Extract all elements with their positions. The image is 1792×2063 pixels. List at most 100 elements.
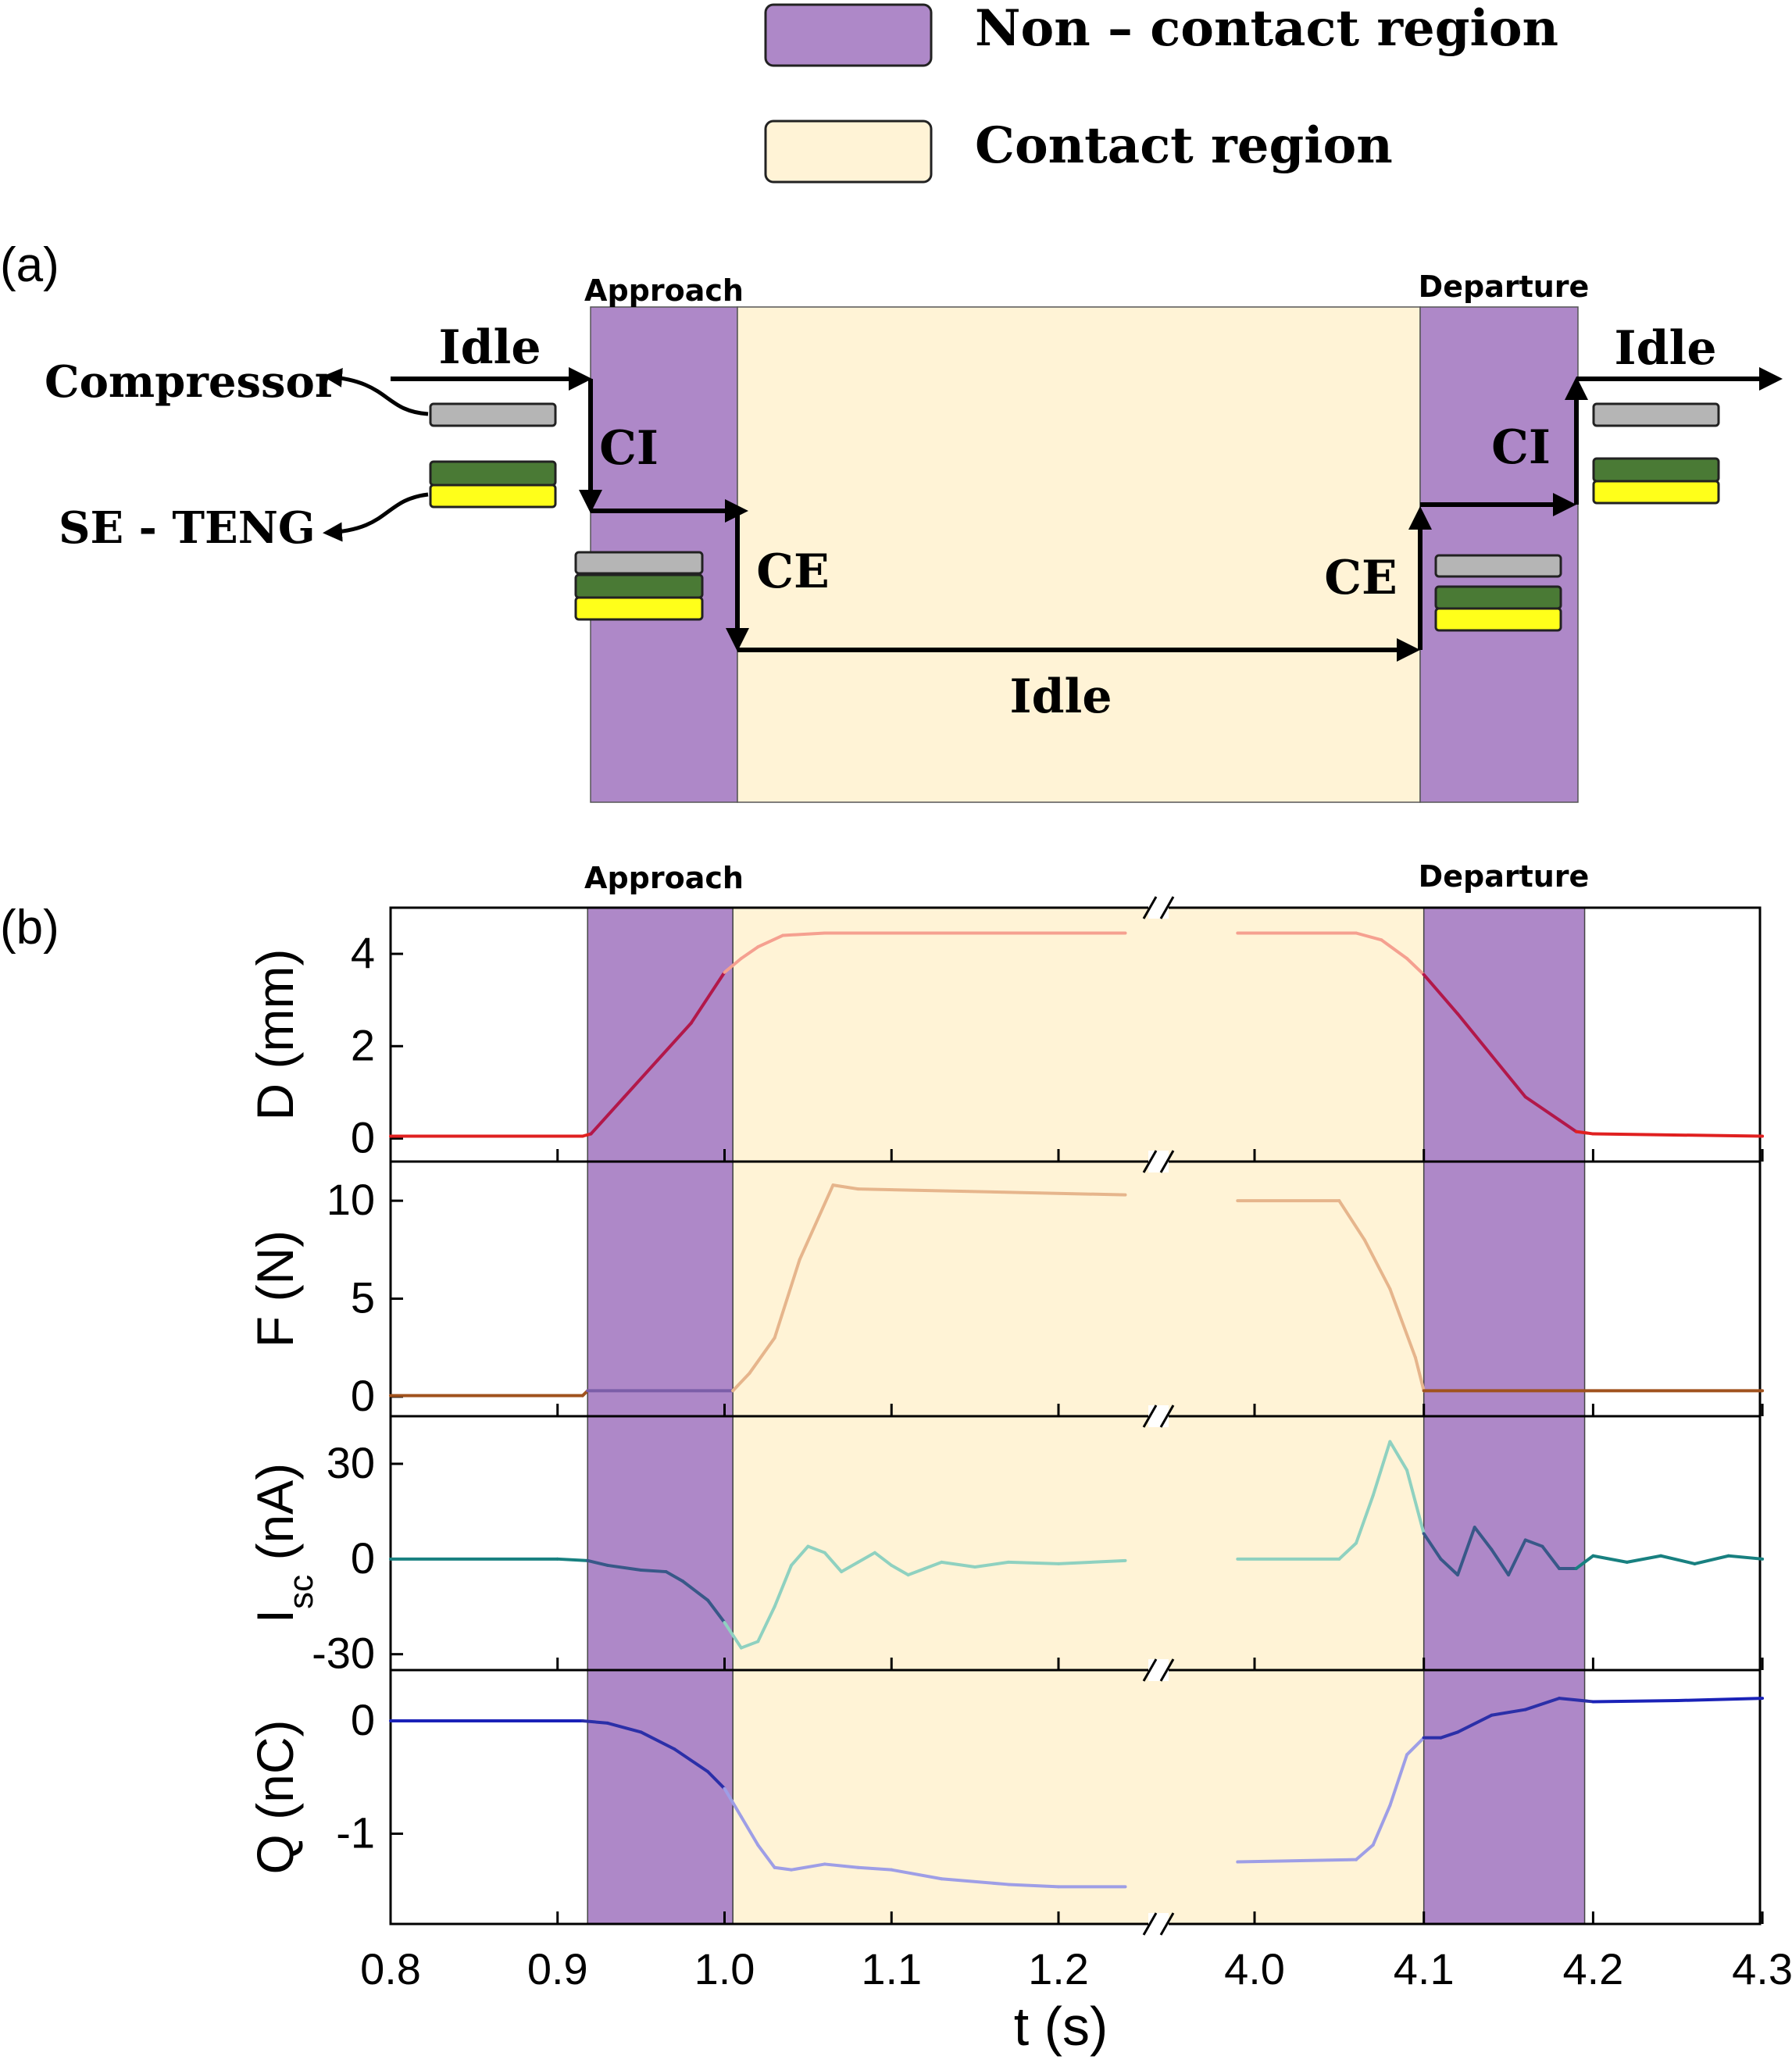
series-segment-q: [773, 1865, 793, 1872]
x-tick-label: 4.3: [1732, 1944, 1792, 1993]
series-segment-q: [1456, 1713, 1494, 1734]
series-segment-isc: [1523, 1538, 1544, 1548]
series-segment-isc: [940, 1560, 977, 1569]
y-tick-label-q: 0: [351, 1695, 375, 1744]
teng-green-departure: [1434, 585, 1562, 610]
series-segment-isc: [856, 1551, 876, 1564]
series-segment-isc: [1540, 1544, 1562, 1570]
compressor-pointer: [323, 368, 429, 416]
series-segment-isc: [1726, 1554, 1765, 1561]
series-segment-isc: [1371, 1440, 1392, 1497]
teng-pointer: [323, 492, 429, 542]
series-segment-q: [1388, 1753, 1409, 1808]
series-segment-isc: [1659, 1554, 1697, 1565]
y-axis-label-q: Q (nC): [246, 1720, 304, 1875]
series-segment-f: [1362, 1238, 1392, 1290]
series-segment-f: [1413, 1355, 1426, 1393]
series-segment-d: [1355, 931, 1383, 942]
y-tick-label-isc: 0: [351, 1533, 375, 1583]
series-segment-q: [1355, 1843, 1375, 1861]
panel-a-tag: (a): [0, 238, 59, 292]
series-segment-q: [1523, 1697, 1562, 1711]
series-segment-q: [580, 1719, 609, 1725]
series-segment-isc: [1625, 1554, 1663, 1564]
series-segment-isc: [1337, 1541, 1358, 1561]
teng-yellow-approach: [574, 596, 704, 621]
axis-break-mark: [1142, 1658, 1158, 1682]
series-segment-q: [823, 1862, 860, 1869]
series-segment-q: [723, 1786, 743, 1819]
y-tick-label-f: 0: [351, 1371, 375, 1420]
departure-label-b: Departure: [1419, 859, 1590, 894]
series-segment-q: [1676, 1697, 1765, 1702]
axis-break-mark: [1142, 896, 1158, 919]
series-segment-isc: [790, 1544, 810, 1567]
label-idle-1: Idle: [439, 320, 541, 375]
axis-break-gap: [1148, 1659, 1169, 1681]
series-segment-q: [1405, 1736, 1426, 1757]
series-segment-q: [1006, 1883, 1060, 1889]
y-axis-label-d: D (mm): [246, 949, 304, 1121]
y-axis-label-f: F (N): [246, 1230, 304, 1347]
series-segment-isc: [739, 1640, 760, 1650]
compressor-plate-left: [429, 402, 557, 427]
label-ci-1: CI: [599, 421, 659, 476]
axis-break-mark: [1142, 1912, 1158, 1936]
series-segment-d: [1591, 1132, 1765, 1138]
axis-break-gap: [1148, 1151, 1169, 1172]
series-segment-f: [831, 1183, 860, 1191]
series-segment-d: [1422, 973, 1460, 1015]
series-segment-isc: [840, 1560, 860, 1574]
contact-region: [737, 306, 1421, 803]
series-segment-isc: [586, 1558, 609, 1567]
teng-green-left: [429, 460, 557, 487]
y-axis-label-isc: Isc (nA): [246, 1463, 320, 1623]
axis-break-mark: [1142, 1150, 1158, 1173]
label-idle-3: Idle: [1615, 321, 1717, 376]
series-segment-q: [706, 1770, 726, 1790]
series-segment-d: [1574, 1130, 1595, 1136]
series-segment-f: [1337, 1199, 1366, 1242]
series-segment-d: [1490, 1054, 1527, 1099]
legend-swatch-contact: [764, 120, 933, 184]
series-segment-d: [1456, 1012, 1494, 1058]
series-segment-isc: [1439, 1557, 1460, 1577]
x-tick-label: 0.9: [527, 1944, 588, 1993]
y-tick-label-isc: -30: [312, 1629, 375, 1678]
series-segment-isc: [1355, 1494, 1375, 1545]
legend-swatch-noncontact: [764, 3, 933, 67]
series-segment-isc: [1693, 1554, 1730, 1565]
series-segment-isc: [664, 1570, 685, 1583]
series-segment-isc: [906, 1567, 926, 1577]
series-segment-f: [1388, 1287, 1417, 1359]
series-segment-isc: [923, 1560, 944, 1570]
series-segment-f: [798, 1183, 835, 1262]
series-segment-q: [1558, 1697, 1595, 1704]
axis-break-mark: [1159, 1150, 1175, 1173]
series-segment-isc: [639, 1569, 668, 1574]
axis-break-mark: [1142, 1404, 1158, 1428]
series-segment-q: [756, 1843, 776, 1869]
axis-break-mark: [1159, 1912, 1175, 1936]
approach-label-b: Approach: [584, 861, 744, 895]
series-segment-q: [1439, 1730, 1460, 1740]
y-tick-label-d: 0: [351, 1112, 375, 1162]
label-ce-2: CE: [1324, 551, 1398, 605]
compressor-plate-departure: [1434, 554, 1562, 578]
legend-label-noncontact: Non – contact region: [975, 0, 1558, 58]
y-tick-label-f: 5: [351, 1273, 375, 1322]
y-tick-label-d: 2: [351, 1020, 375, 1069]
legend: Non – contact region Contact region: [764, 0, 1558, 184]
y-tick-label-d: 4: [351, 928, 375, 977]
series-segment-q: [1490, 1708, 1527, 1717]
series-segment-d: [656, 1021, 693, 1062]
series-segment-isc: [806, 1544, 826, 1554]
series-segment-isc: [756, 1604, 776, 1644]
series-segment-isc: [1490, 1547, 1511, 1577]
x-tick-label: 4.0: [1224, 1944, 1285, 1993]
series-segment-d: [1380, 938, 1409, 960]
series-segment-d: [739, 945, 760, 960]
x-tick-label: 1.2: [1028, 1944, 1089, 1993]
teng-green-right: [1592, 457, 1720, 483]
